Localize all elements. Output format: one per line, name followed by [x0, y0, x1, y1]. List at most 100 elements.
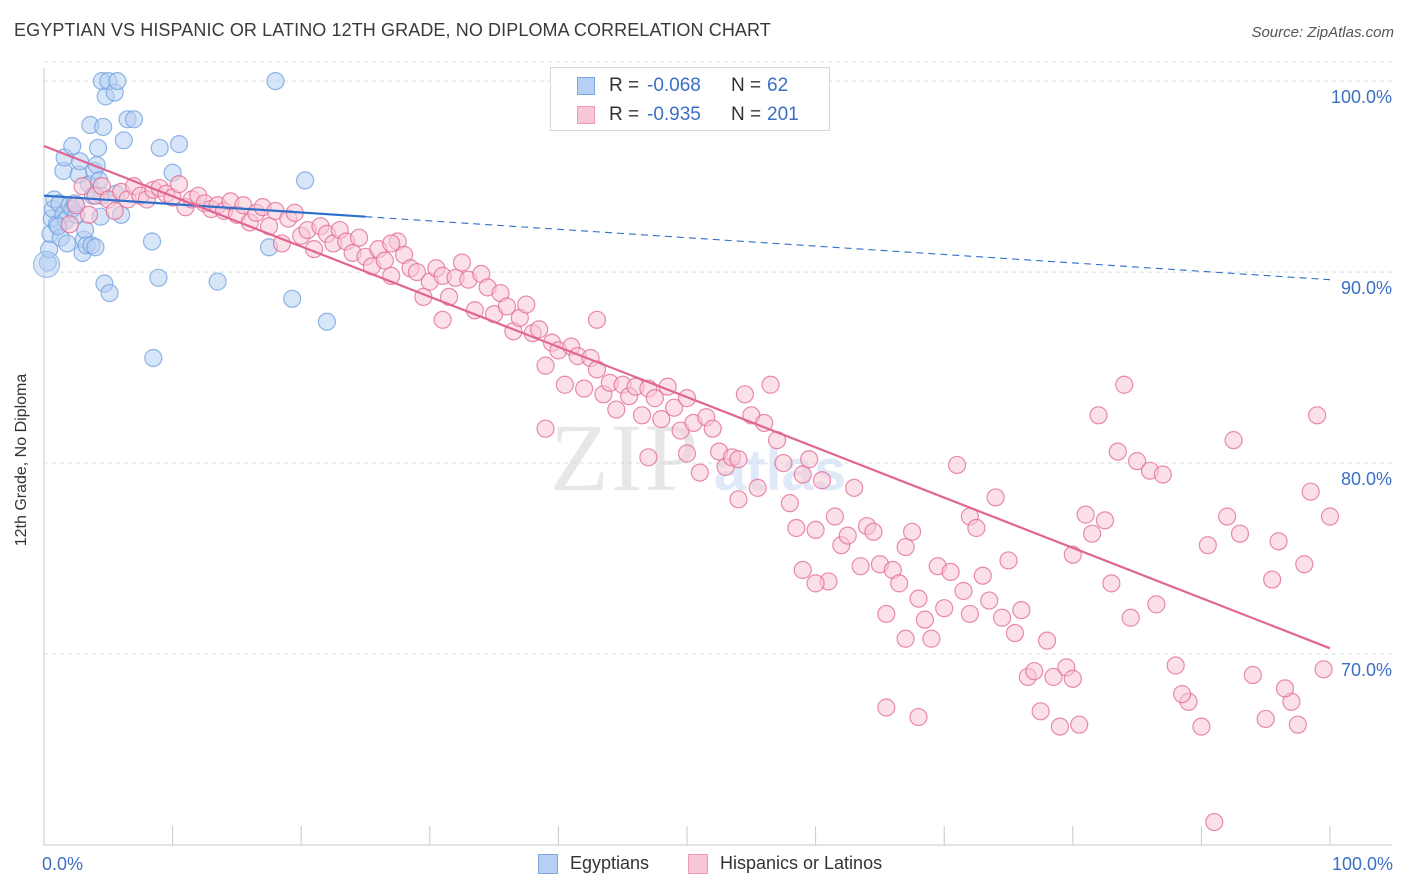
trend-line-egyptians: [43, 194, 366, 218]
data-point: [94, 117, 113, 137]
data-point: [703, 419, 722, 438]
data-point: [690, 463, 709, 482]
data-point: [607, 400, 626, 419]
data-point: [838, 526, 857, 545]
data-point: [793, 465, 812, 484]
data-point: [536, 356, 555, 375]
data-point: [748, 478, 767, 497]
data-point: [407, 262, 427, 282]
data-point: [208, 272, 227, 291]
data-point: [774, 453, 793, 473]
stats-n-value: 62: [767, 75, 789, 96]
data-point: [1218, 507, 1237, 526]
trend-line-hispanics: [43, 145, 1331, 650]
data-point: [729, 450, 748, 469]
data-point: [1198, 536, 1217, 555]
data-point: [677, 444, 697, 463]
y-tick-label: 100.0%: [1331, 87, 1392, 107]
data-point: [806, 574, 825, 593]
data-point: [877, 698, 896, 717]
data-point: [1037, 631, 1057, 650]
data-point: [1063, 669, 1082, 688]
data-point: [60, 215, 79, 234]
data-point: [729, 490, 748, 509]
data-point: [88, 138, 108, 158]
data-point: [433, 310, 452, 329]
data-point: [530, 320, 549, 339]
stats-swatch-hispanics: [577, 106, 595, 124]
data-point: [108, 71, 127, 91]
data-point: [575, 379, 594, 398]
data-point: [1173, 685, 1192, 704]
stats-r-label: R =: [609, 104, 640, 125]
data-point: [909, 589, 928, 608]
trend-line-egyptians-extension: [365, 216, 1331, 281]
data-point: [1025, 662, 1044, 681]
stats-row-egyptians: R = -0.068 N = 62: [551, 70, 829, 100]
y-tick-label: 80.0%: [1341, 469, 1392, 489]
data-point: [32, 250, 61, 279]
data-point: [114, 131, 133, 150]
data-point: [1050, 717, 1070, 736]
data-point: [665, 398, 684, 417]
data-point: [1082, 524, 1102, 543]
data-point: [382, 234, 401, 253]
data-point: [1044, 667, 1063, 687]
data-point: [851, 557, 870, 576]
data-point: [517, 295, 536, 314]
data-point: [1076, 505, 1095, 524]
data-point: [1295, 555, 1314, 574]
data-point: [76, 220, 95, 240]
data-point: [1230, 524, 1250, 543]
data-point: [86, 238, 105, 257]
legend-label-hispanics: Hispanics or Latinos: [720, 853, 883, 873]
data-point: [144, 348, 163, 368]
data-point: [909, 707, 928, 727]
data-point: [1005, 623, 1025, 643]
legend-label-egyptians: Egyptians: [570, 853, 650, 873]
data-point: [63, 136, 82, 156]
data-point: [1224, 431, 1243, 450]
data-point: [1070, 715, 1089, 734]
data-point: [812, 471, 832, 490]
data-point: [1308, 406, 1327, 425]
data-point: [1147, 595, 1166, 614]
data-point: [1314, 660, 1333, 679]
data-point: [283, 289, 302, 308]
data-point: [999, 551, 1018, 570]
data-point: [452, 253, 472, 272]
data-point: [825, 507, 844, 526]
data-point: [169, 175, 189, 194]
legend-swatch-egyptians: [538, 854, 558, 874]
data-point: [761, 375, 780, 394]
data-point: [1288, 715, 1307, 734]
data-point: [73, 177, 92, 196]
data-point: [793, 560, 812, 580]
data-point: [1115, 375, 1134, 394]
data-point: [1243, 665, 1262, 685]
data-point: [735, 385, 754, 404]
data-point: [1153, 465, 1172, 484]
data-point: [349, 228, 369, 247]
data-point: [1269, 532, 1288, 551]
stats-r-label: R =: [609, 75, 640, 96]
data-point: [375, 251, 394, 270]
points: [32, 71, 1340, 832]
data-point: [100, 283, 119, 303]
data-point: [105, 201, 124, 221]
data-point: [986, 488, 1005, 507]
source-label: Source: ZipAtlas.com: [1251, 24, 1394, 41]
data-point: [864, 522, 883, 541]
data-point: [587, 310, 607, 329]
data-point: [317, 312, 337, 331]
data-point: [877, 604, 896, 624]
data-point: [1263, 570, 1282, 589]
y-tick-label: 70.0%: [1341, 660, 1392, 680]
legend-swatch-hispanics: [688, 854, 708, 874]
stats-n-label: N =: [731, 104, 762, 125]
data-point: [632, 406, 652, 425]
data-point: [1121, 608, 1140, 627]
data-point: [1089, 406, 1108, 425]
stats-box: R = -0.068 N = 62 R = -0.935 N = 201: [550, 67, 830, 131]
data-point: [1166, 656, 1185, 675]
